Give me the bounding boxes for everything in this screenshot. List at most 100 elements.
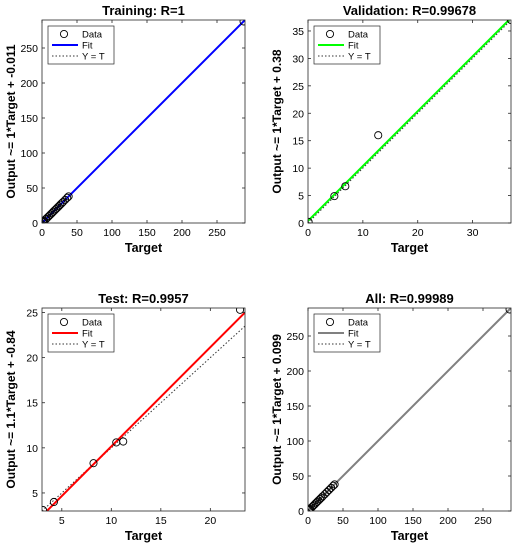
- data-point: [330, 480, 339, 489]
- data-point: [314, 496, 323, 505]
- x-axis-label: Target: [125, 529, 163, 543]
- data-point: [53, 203, 62, 212]
- legend-label: Y = T: [348, 340, 371, 351]
- data-point: [324, 485, 334, 495]
- legend-label: Data: [82, 318, 103, 329]
- y-tick-label: 10: [26, 443, 38, 455]
- subplot-1: 0 10 20 30 0 5 10 15 20 25 30 35 Validation: R=0.996…: [270, 3, 512, 255]
- x-tick-label: 200: [173, 227, 191, 239]
- x-axis-label: Target: [391, 529, 429, 543]
- data-point: [44, 211, 54, 221]
- x-tick-label: 20: [204, 515, 216, 527]
- legend-label: Fit: [82, 329, 93, 340]
- x-tick-label: 250: [474, 515, 492, 527]
- x-tick-label: 15: [155, 515, 167, 527]
- data-point: [42, 506, 48, 511]
- x-tick-label: 5: [59, 515, 65, 527]
- x-axis-label: Target: [391, 241, 429, 255]
- axes-box: [41, 307, 246, 512]
- legend-label: Data: [348, 30, 369, 41]
- data-point: [341, 182, 350, 191]
- y-tick-label: 10: [292, 163, 304, 175]
- x-tick-label: 200: [439, 515, 457, 527]
- subplot-2: 5 10 15 20 5 10 15 20 25 Test: R=0.9957 Target Outp…: [4, 291, 246, 543]
- data-point: [49, 207, 58, 216]
- x-tick-label: 150: [404, 515, 422, 527]
- y-axis-label: Output ~= 1*Target + 0.099: [270, 334, 284, 485]
- x-tick-label: 100: [369, 515, 387, 527]
- subplot-0: 0 50 100 150 200 250 0 50 100 150 200 250 Training: …: [4, 3, 246, 255]
- legend-label: Data: [348, 318, 369, 329]
- legend-data-marker: [59, 29, 69, 39]
- data-point: [310, 500, 319, 509]
- y-tick-label: 250: [286, 331, 304, 343]
- data-point: [119, 437, 128, 446]
- legend-label: Fit: [348, 41, 359, 52]
- data-point: [329, 481, 338, 490]
- data-point: [63, 193, 72, 202]
- fit-line: [42, 20, 245, 223]
- plot-content: [308, 308, 511, 511]
- data-point: [308, 506, 313, 511]
- y-tick-label: 15: [292, 136, 304, 148]
- axes-box: [307, 19, 512, 224]
- y-tick-label: 25: [26, 308, 38, 320]
- data-point: [322, 488, 331, 497]
- y-tick-label: 150: [20, 113, 38, 125]
- data-point: [505, 308, 511, 314]
- x-axis-label: Target: [125, 241, 163, 255]
- x-tick-label: 50: [337, 515, 349, 527]
- y-tick-label: 5: [32, 488, 38, 500]
- data-point: [235, 308, 245, 314]
- x-tick-label: 0: [305, 227, 311, 239]
- legend-label: Y = T: [348, 52, 371, 63]
- data-point: [47, 209, 56, 218]
- legend-label: Data: [82, 30, 103, 41]
- legend-label: Fit: [348, 329, 359, 340]
- data-point: [308, 504, 315, 511]
- y-axis-label: Output ~= 1.1*Target + -0.84: [4, 330, 18, 488]
- data-point: [64, 192, 73, 201]
- x-tick-label: 100: [103, 227, 121, 239]
- legend-label: Y = T: [82, 340, 105, 351]
- y-tick-label: 30: [292, 53, 304, 65]
- data-point: [42, 214, 51, 223]
- plot-content: [42, 20, 245, 223]
- y-tick-label: 0: [298, 218, 304, 230]
- data-point: [49, 497, 58, 507]
- data-point: [308, 217, 313, 223]
- data-point: [330, 192, 339, 201]
- y-tick-label: 100: [286, 436, 304, 448]
- chart-title: All: R=0.99989: [365, 291, 454, 306]
- data-point: [320, 490, 329, 499]
- y-tick-label: 200: [286, 366, 304, 378]
- x-tick-label: 0: [39, 227, 45, 239]
- y-tick-label: 200: [20, 78, 38, 90]
- y-tick-label: 250: [20, 43, 38, 55]
- y-tick-label: 50: [292, 471, 304, 483]
- data-point: [313, 497, 322, 506]
- chart-title: Validation: R=0.99678: [343, 3, 476, 18]
- data-point: [58, 197, 68, 207]
- data-point: [54, 202, 63, 211]
- y-tick-label: 20: [26, 353, 38, 365]
- data-point: [43, 213, 52, 222]
- data-point: [315, 495, 324, 504]
- y-axis-label: Output ~= 1*Target + -0.011: [4, 44, 18, 198]
- y-tick-label: 0: [32, 218, 38, 230]
- data-point: [50, 206, 59, 215]
- x-tick-label: 10: [357, 227, 369, 239]
- y-tick-label: 0: [298, 506, 304, 518]
- x-tick-label: 20: [412, 227, 424, 239]
- axes-box: [307, 307, 512, 512]
- axes-box: [41, 19, 246, 224]
- chart-title: Training: R=1: [102, 3, 185, 18]
- y-tick-label: 20: [292, 108, 304, 120]
- data-point: [56, 200, 65, 209]
- legend-label: Fit: [82, 41, 93, 52]
- legend-data-marker: [325, 317, 335, 327]
- data-point: [318, 492, 327, 501]
- y-axis-label: Output ~= 1*Target + 0.38: [270, 49, 284, 193]
- data-point: [308, 502, 317, 511]
